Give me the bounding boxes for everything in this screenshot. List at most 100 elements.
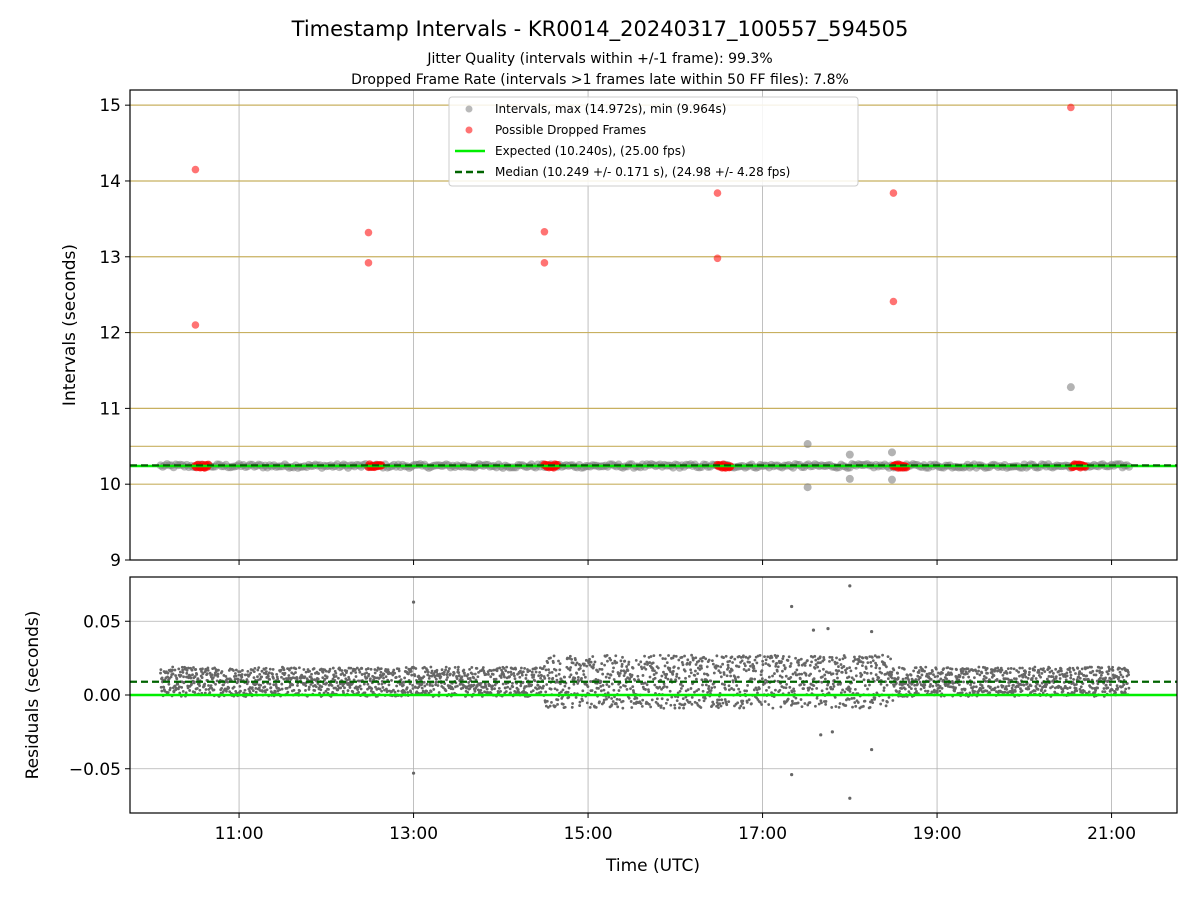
residual-point [512,674,516,678]
residual-point [581,689,585,693]
residual-point [422,680,426,684]
residual-point [797,663,801,667]
residual-point [373,671,377,675]
residual-point [236,677,240,681]
residual-point [282,677,286,681]
dropped-frame-point [713,189,722,197]
residual-point [914,687,917,691]
residual-point [721,701,725,705]
residual-point [767,703,771,706]
residual-point [611,670,615,673]
residual-point [838,702,842,705]
residual-point [506,670,510,674]
residual-point [856,662,860,666]
residual-point [555,678,559,682]
residual-point [207,684,210,687]
residual-point [861,661,865,664]
residual-point [292,672,296,676]
residual-point [1061,689,1065,693]
residual-point [403,676,407,680]
residual-point [543,676,547,680]
residual-point [853,701,857,704]
residual-point [1081,691,1084,695]
residual-point [683,654,686,658]
residual-point [799,683,803,687]
residual-point [758,700,762,704]
residual-point [758,653,762,657]
residual-point [701,689,705,693]
residual-point [929,677,933,681]
residual-point [913,683,916,687]
residual-point [543,664,546,668]
residual-point [594,705,598,709]
residual-point [358,684,362,688]
residual-point [957,683,961,687]
residual-point [1068,666,1072,670]
residual-point [559,690,563,694]
residual-point [839,663,843,666]
residual-point [707,687,710,691]
residual-point [830,706,834,709]
residual-point [839,691,843,695]
residual-point [750,702,753,706]
residual-point [681,663,685,667]
residuals-y-axis-label: Residuals (seconds) [23,611,43,780]
residuals-y-tick-label: 0.05 [83,612,121,632]
residual-point [822,656,826,659]
residual-point [425,689,429,693]
residual-point [354,671,358,674]
residual-point [594,678,598,681]
residual-point [445,673,449,676]
residual-point [874,673,878,677]
residual-point [715,654,719,658]
residual-point [738,706,741,710]
dropped-frame-point [191,321,200,329]
residual-point [411,687,415,690]
residual-point [703,696,707,700]
residual-point [1083,689,1086,693]
residual-point [206,666,210,670]
residual-point [336,684,340,688]
residual-point [923,683,927,687]
residual-point [1013,689,1017,693]
residual-point [815,696,819,700]
residual-point [536,683,540,687]
residual-point [623,684,627,688]
residual-point [491,684,495,688]
residual-point [854,674,858,678]
residual-point [641,698,645,702]
residual-point [241,668,244,672]
residual-point [678,689,682,693]
residual-point [387,683,391,687]
residual-point [177,667,181,671]
residual-point [754,669,757,673]
residuals-y-tick-label: 0.00 [83,686,121,706]
residual-point [193,675,197,678]
residual-point [773,654,777,657]
residual-point [593,690,597,694]
residual-point [1126,670,1130,674]
residual-point [392,668,396,672]
residual-point [499,689,503,693]
residual-point [618,698,622,702]
residual-point [407,672,410,676]
residual-point [806,703,810,707]
residual-point [837,665,840,668]
residual-point [793,671,797,674]
residual-point [187,676,191,680]
residual-point [843,690,847,694]
residual-point [166,671,170,675]
residual-point [621,655,624,659]
residual-point [689,687,693,690]
residual-point [532,673,536,677]
residual-point [898,690,901,693]
residual-point [605,697,608,701]
residual-point [906,674,910,677]
residual-point [389,671,393,675]
residual-point [550,670,554,674]
dropped-frame-point [540,227,549,236]
residual-point [619,659,623,663]
residual-point [996,666,1000,670]
residual-point [870,698,874,702]
residual-point [596,670,600,673]
